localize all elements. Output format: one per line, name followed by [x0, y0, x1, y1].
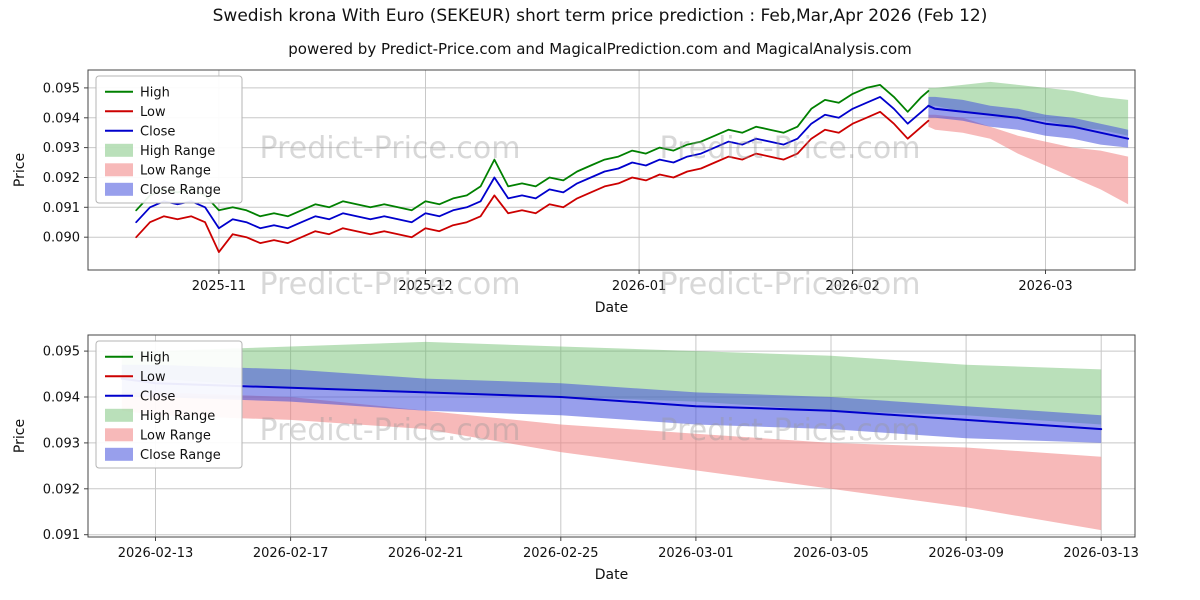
- svg-text:2026-02-25: 2026-02-25: [523, 546, 599, 561]
- grid: [88, 70, 1135, 270]
- svg-text:2025-12: 2025-12: [398, 279, 452, 294]
- close-range-band: [928, 96, 1129, 148]
- svg-text:0.093: 0.093: [43, 436, 80, 451]
- legend-label: Low: [140, 370, 166, 385]
- svg-text:2026-02-13: 2026-02-13: [118, 546, 194, 561]
- legend-label: Close: [140, 124, 175, 139]
- watermark: Predict-Price.com: [260, 131, 521, 166]
- svg-text:0.094: 0.094: [43, 391, 80, 406]
- legend-label: Close Range: [140, 183, 221, 198]
- legend: High Low Close High Range Low Range Close Ran…: [95, 340, 243, 469]
- legend-label: Close: [140, 389, 175, 404]
- legend-label: High Range: [140, 144, 215, 159]
- legend-swatch: [105, 447, 133, 461]
- legend-swatch: [105, 408, 133, 422]
- svg-text:0.091: 0.091: [43, 528, 80, 543]
- close-line: [135, 96, 930, 230]
- legend-label: Low: [140, 105, 166, 120]
- svg-text:0.095: 0.095: [43, 81, 80, 96]
- svg-text:0.094: 0.094: [43, 111, 80, 126]
- svg-text:0.092: 0.092: [43, 171, 80, 186]
- y-axis-label: Price: [12, 153, 28, 187]
- svg-text:0.093: 0.093: [43, 141, 80, 156]
- x-axis-label: Date: [595, 567, 628, 583]
- legend-swatch: [105, 182, 133, 196]
- legend-label: Close Range: [140, 448, 221, 463]
- svg-text:2026-02: 2026-02: [825, 279, 879, 294]
- low-range-band: [928, 114, 1129, 205]
- legend-label: Low Range: [140, 163, 211, 178]
- svg-text:2026-01: 2026-01: [612, 279, 666, 294]
- y-axis: 0.090 0.091 0.092 0.093 0.094 0.095: [43, 81, 88, 246]
- legend: High Low Close High Range Low Range Close Ran…: [95, 75, 243, 204]
- legend-swatch: [105, 428, 133, 442]
- svg-text:2026-02-17: 2026-02-17: [253, 546, 329, 561]
- svg-text:0.090: 0.090: [43, 231, 80, 246]
- svg-text:2026-03-13: 2026-03-13: [1063, 546, 1139, 561]
- watermark: Predict-Price.com: [260, 267, 521, 302]
- svg-text:2026-02-21: 2026-02-21: [388, 546, 464, 561]
- low-line: [135, 110, 930, 253]
- legend-label: High: [140, 85, 170, 100]
- page-title: Swedish krona With Euro (SEKEUR) short t…: [212, 6, 988, 26]
- legend-swatch: [105, 163, 133, 177]
- forecast-detail-chart: 2026-02-13 2026-02-17 2026-02-21 2026-02-25…: [12, 334, 1139, 583]
- plot-frame: [87, 69, 1136, 271]
- watermark: Predict-Price.com: [660, 267, 921, 302]
- svg-text:2025-11: 2025-11: [192, 279, 246, 294]
- history-forecast-chart: 2025-11 2025-12 2026-01 2026-02 2026-03 0.090…: [12, 69, 1136, 316]
- legend-label: High: [140, 350, 170, 365]
- y-axis: 0.091 0.092 0.093 0.094 0.095: [43, 345, 88, 543]
- close-range-band: [121, 364, 1102, 443]
- legend-label: High Range: [140, 409, 215, 424]
- page-subtitle: powered by Predict-Price.com and Magical…: [288, 40, 912, 58]
- watermark: Predict-Price.com: [660, 131, 921, 166]
- watermark: Predict-Price.com: [660, 413, 921, 448]
- svg-text:2026-03: 2026-03: [1018, 279, 1072, 294]
- plot-frame: [87, 334, 1136, 538]
- high-line: [135, 84, 930, 218]
- svg-text:0.091: 0.091: [43, 201, 80, 216]
- svg-text:2026-03-01: 2026-03-01: [658, 546, 734, 561]
- legend-swatch: [105, 143, 133, 157]
- y-axis-label: Price: [12, 419, 28, 453]
- legend-label: Low Range: [140, 428, 211, 443]
- svg-text:2026-03-09: 2026-03-09: [928, 546, 1004, 561]
- svg-text:2026-03-05: 2026-03-05: [793, 546, 869, 561]
- watermark: Predict-Price.com: [260, 413, 521, 448]
- close-forecast-line: [927, 104, 1130, 140]
- svg-text:0.095: 0.095: [43, 345, 80, 360]
- x-axis: 2026-02-13 2026-02-17 2026-02-21 2026-02-25…: [118, 537, 1139, 561]
- x-axis-label: Date: [595, 300, 628, 316]
- x-axis: 2025-11 2025-12 2026-01 2026-02 2026-03: [192, 270, 1073, 294]
- svg-text:0.092: 0.092: [43, 482, 80, 497]
